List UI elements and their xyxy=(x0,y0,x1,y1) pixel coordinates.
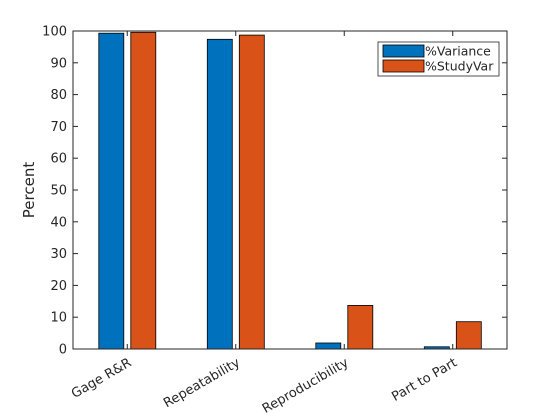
x-tick-label: Gage R&R xyxy=(69,355,134,401)
x-tick-label: Reproducibility xyxy=(260,355,352,417)
bar-studyvar-4 xyxy=(455,321,482,350)
y-tick-label: 40 xyxy=(50,215,67,230)
legend: %Variance%StudyVar xyxy=(377,41,500,77)
legend-swatch-studyvar xyxy=(382,59,425,73)
legend-label-variance: %Variance xyxy=(425,44,491,59)
y-axis-label: Percent xyxy=(20,162,38,219)
x-tick-label: Part to Part xyxy=(389,355,459,404)
bars-layer xyxy=(98,31,482,350)
y-tick-label: 50 xyxy=(50,184,67,199)
y-tick-label: 100 xyxy=(42,25,67,40)
bar-variance-2 xyxy=(206,38,233,350)
y-axis: 0 10 20 30 40 50 60 70 80 90 100 xyxy=(42,25,507,358)
y-tick-label: 30 xyxy=(50,247,67,262)
y-tick-label: 70 xyxy=(50,120,67,135)
y-tick-label: 10 xyxy=(50,311,67,326)
bar-variance-3 xyxy=(315,342,342,350)
x-tick-label: Repeatability xyxy=(161,355,243,411)
bar-variance-1 xyxy=(98,32,125,350)
legend-swatch-variance xyxy=(382,44,425,58)
bar-studyvar-1 xyxy=(130,31,157,350)
bar-studyvar-2 xyxy=(238,34,265,350)
y-tick-label: 60 xyxy=(50,152,67,167)
y-tick-label: 90 xyxy=(50,56,67,71)
y-tick-label: 20 xyxy=(50,279,67,294)
y-tick-label: 80 xyxy=(50,88,67,103)
plot-area: 0 10 20 30 40 50 60 70 80 90 100 Gage R&R Repeatabi… xyxy=(42,25,508,417)
legend-label-studyvar: %StudyVar xyxy=(425,59,494,74)
y-tick-label: 0 xyxy=(59,343,67,358)
bar-studyvar-3 xyxy=(347,304,374,350)
